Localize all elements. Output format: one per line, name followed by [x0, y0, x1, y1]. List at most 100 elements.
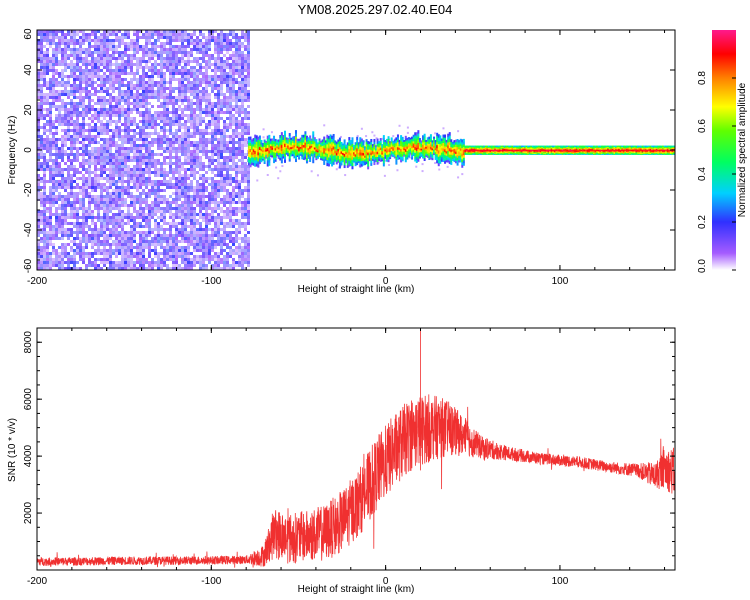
spectrogram-cell: [139, 186, 142, 189]
spectrogram-cell: [214, 51, 217, 54]
spectrogram-cell: [103, 30, 106, 33]
spectrogram-cell: [220, 153, 223, 156]
spectrogram-cell: [184, 210, 187, 213]
spectrogram-cell: [58, 213, 61, 216]
spectrogram-cell: [85, 69, 88, 72]
spectrogram-cell: [55, 180, 58, 183]
spectrogram-cell: [229, 141, 232, 144]
spectrogram-cell: [249, 154, 252, 159]
spectrogram-cell: [85, 180, 88, 183]
spectrogram-cell: [136, 252, 139, 255]
spectrogram-cell: [163, 36, 166, 39]
spectrogram-cell: [46, 138, 49, 141]
spectrogram-cell: [73, 54, 76, 57]
spectrogram-cell: [43, 204, 46, 207]
spectrogram-cell: [139, 36, 142, 39]
spectrogram-cell: [64, 45, 67, 48]
spectrogram-cell: [271, 140, 274, 143]
spectrogram-cell: [100, 198, 103, 201]
spectrogram-cell: [70, 186, 73, 189]
spectrogram-cell: [118, 192, 121, 195]
spectrogram-cell: [160, 141, 163, 144]
spectrogram-cell: [166, 204, 169, 207]
spectrogram-cell: [46, 162, 49, 165]
spectrogram-cell: [226, 231, 229, 234]
spectrogram-cell: [274, 154, 277, 158]
spectrogram-cell: [187, 258, 190, 261]
spectrogram-cell: [229, 84, 232, 87]
spectrogram-cell: [241, 105, 244, 108]
spectrogram-cell: [49, 165, 52, 168]
spectrogram-cell: [142, 231, 145, 234]
spectrogram-cell: [208, 114, 211, 117]
spectrogram-cell: [263, 144, 266, 148]
spectrogram-cell: [85, 33, 88, 36]
spectrogram-cell: [106, 267, 109, 270]
spectrogram-cell: [214, 246, 217, 249]
spectrogram-cell: [269, 145, 272, 148]
spectrogram-cell: [97, 108, 100, 111]
spectrogram-cell: [97, 162, 100, 165]
spectrogram-cell: [127, 135, 130, 138]
spectrogram-cell: [142, 240, 145, 243]
spectrogram-cell: [241, 267, 244, 270]
spectrogram-cell: [202, 66, 205, 69]
spectrogram-cell: [94, 114, 97, 117]
spectrogram-cell: [46, 36, 49, 39]
spectrogram-cell: [229, 93, 232, 96]
spectrogram-cell: [202, 72, 205, 75]
spectrogram-cell: [145, 216, 148, 219]
spectrogram-cell: [217, 93, 220, 96]
spectrogram-cell: [133, 174, 136, 177]
spectrogram-cell: [247, 136, 250, 140]
spectrogram-cell: [88, 96, 91, 99]
spectrogram-cell: [118, 90, 121, 93]
spectrogram-cell: [79, 54, 82, 57]
spectrogram-cell: [184, 264, 187, 267]
spectrogram-cell: [172, 177, 175, 180]
spectrogram-cell: [217, 231, 220, 234]
spectrogram-cell: [172, 60, 175, 63]
spectrogram-cell: [214, 216, 217, 219]
spectrogram-cell: [67, 159, 70, 162]
spectrogram-cell: [67, 90, 70, 93]
spectrogram-cell: [199, 267, 202, 270]
spectrogram-cell: [279, 140, 282, 143]
spectrogram-cell: [238, 249, 241, 252]
spectrogram-cell: [115, 96, 118, 99]
spectrogram-cell: [229, 183, 232, 186]
spectrogram-cell: [214, 165, 217, 168]
spectrogram-cell: [223, 96, 226, 99]
spectrogram-cell: [154, 96, 157, 99]
spectrogram-cell: [133, 132, 136, 135]
spectrogram-cell: [67, 264, 70, 267]
spectrogram-cell: [252, 138, 255, 142]
spectrogram-cell: [64, 135, 67, 138]
spectrogram-cell: [169, 126, 172, 129]
spectrogram-cell: [160, 234, 163, 237]
spectrogram-cell: [106, 255, 109, 258]
spectrogram-cell: [73, 48, 76, 51]
spectrogram-cell: [82, 120, 85, 123]
spectrogram-cell: [100, 84, 103, 87]
spectrogram-cell: [124, 141, 127, 144]
spectrogram-cell: [193, 114, 196, 117]
spectrogram-cell: [223, 33, 226, 36]
spectrogram-cell: [260, 142, 263, 145]
spectrogram-cell: [79, 126, 82, 129]
spectrogram-cell: [136, 225, 139, 228]
spectrogram-cell: [109, 33, 112, 36]
spectrogram-cell: [187, 63, 190, 66]
spectrogram-cell: [142, 114, 145, 117]
spectrogram-cell: [112, 69, 115, 72]
spectrogram-cell: [139, 201, 142, 204]
spectrogram-cell: [268, 159, 271, 163]
spectrogram-cell: [124, 147, 127, 150]
spectrogram-cell: [103, 105, 106, 108]
spectrogram-cell: [187, 144, 190, 147]
spectrogram-cell: [205, 78, 208, 81]
spectrogram-cell: [254, 144, 257, 148]
spectrogram-cell: [91, 105, 94, 108]
spectrogram-cell: [118, 96, 121, 99]
spectrogram-cell: [169, 216, 172, 219]
